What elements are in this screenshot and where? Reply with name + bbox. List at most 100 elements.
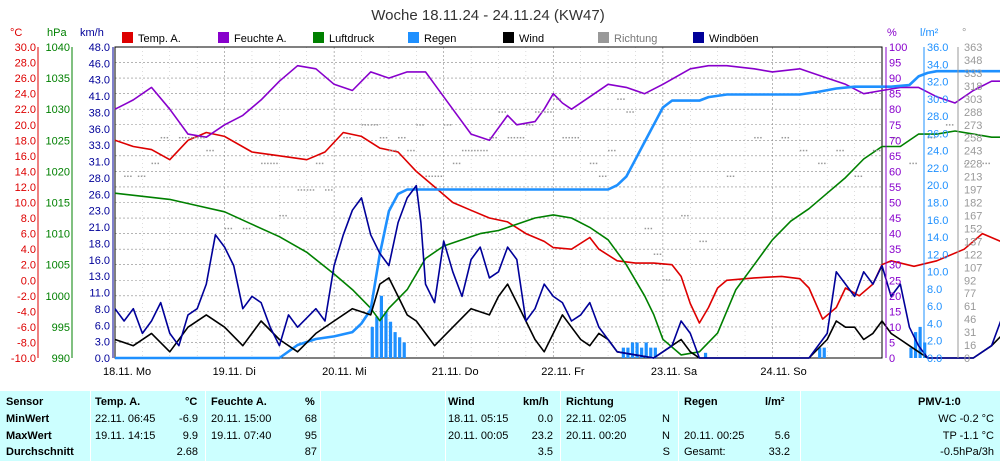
direction-point: [538, 111, 540, 113]
direction-point: [589, 162, 592, 165]
pressure-tick-label: 1015: [46, 198, 70, 210]
direction-point: [160, 136, 163, 139]
temp-tick-label: 30.0: [15, 42, 36, 54]
weather-chart: Woche 18.11.24 - 24.11.24 (KW47) °C hPa …: [10, 7, 1000, 378]
direction-point: [571, 136, 574, 139]
stats-max-hum-val: 95: [304, 430, 317, 442]
direction-tick-label: 61: [964, 301, 976, 313]
direction-point: [617, 98, 619, 100]
rain-tick-label: 14.0: [927, 232, 948, 244]
direction-point: [519, 136, 522, 139]
direction-tick-label: 46: [964, 314, 976, 326]
direction-point: [467, 149, 470, 152]
direction-point: [127, 175, 129, 178]
direction-point: [601, 175, 604, 178]
direction-point: [598, 175, 601, 178]
axes: 30.0 28.0 26.0 24.0 22.0 20.0 18.0 16.0 14.0 12.0…: [11, 42, 982, 365]
direction-tick-label: 243: [964, 146, 982, 158]
direction-point: [492, 136, 494, 139]
direction-point: [912, 162, 914, 165]
direction-point: [181, 136, 184, 139]
stats-avg-label: Durchschnitt: [6, 446, 74, 458]
direction-point: [477, 149, 479, 152]
direction-point: [802, 149, 805, 152]
direction-point: [282, 214, 284, 217]
direction-point: [933, 136, 936, 139]
direction-point: [285, 214, 287, 217]
humidity-tick-label: 10: [889, 322, 901, 334]
wind-tick-label: 28.0: [89, 173, 110, 185]
direction-point: [370, 124, 373, 126]
rain-bar: [393, 332, 397, 358]
direction-point: [604, 175, 607, 178]
direction-point: [909, 162, 911, 165]
pressure-tick-label: 1025: [46, 135, 70, 147]
humidity-tick-label: 100: [889, 42, 907, 54]
direction-point: [699, 240, 701, 243]
direction-point: [416, 124, 418, 126]
direction-point: [197, 136, 199, 139]
direction-point: [382, 136, 385, 139]
wind-tick-label: 0.0: [95, 353, 110, 365]
stats-dir-header: Richtung: [566, 396, 614, 408]
direction-point: [124, 175, 126, 178]
direction-point: [446, 124, 449, 126]
pressure-tick-label: 1000: [46, 291, 70, 303]
temp-tick-label: 2.0: [21, 260, 36, 272]
direction-point: [248, 227, 251, 230]
stats-max-dir-time: 20.11. 00:20: [566, 430, 627, 442]
direction-point: [407, 149, 409, 152]
pressure-tick-label: 1035: [46, 73, 70, 85]
direction-tick-label: 213: [964, 172, 982, 184]
chart-title: Woche 18.11.24 - 24.11.24 (KW47): [371, 7, 604, 24]
direction-point: [273, 162, 275, 165]
wind-tick-label: 21.0: [89, 222, 110, 234]
direction-point: [398, 136, 400, 139]
direction-point: [964, 162, 966, 165]
legend-label: Feuchte A.: [234, 33, 287, 45]
direction-point: [191, 136, 193, 139]
direction-point: [422, 124, 424, 126]
direction-point: [757, 136, 759, 139]
direction-tick-label: 303: [964, 94, 982, 106]
direction-point: [495, 136, 497, 139]
direction-tick-label: 333: [964, 68, 982, 80]
stats-min-hum-val: 68: [304, 413, 317, 425]
direction-tick-label: 258: [964, 133, 982, 145]
direction-point: [988, 162, 990, 165]
direction-point: [535, 111, 537, 113]
direction-point: [665, 279, 668, 281]
direction-point: [230, 227, 233, 230]
stats-min-pmv: WC -0.2 °C: [938, 413, 994, 425]
wind-tick-label: 46.0: [89, 58, 110, 70]
direction-point: [325, 189, 327, 191]
direction-point: [507, 136, 510, 139]
rain-unit: l/m²: [920, 27, 939, 39]
direction-point: [732, 175, 735, 178]
rain-bar: [630, 342, 635, 358]
direction-point: [157, 162, 160, 165]
direction-point: [662, 279, 665, 281]
temp-tick-label: -4.0: [17, 306, 36, 318]
direction-point: [553, 98, 555, 100]
direction-point: [541, 111, 543, 113]
direction-point: [331, 189, 333, 191]
direction-point: [729, 175, 732, 178]
direction-point: [212, 149, 214, 152]
series-regen: [115, 69, 1000, 360]
humidity-tick-label: 60: [889, 166, 901, 178]
direction-point: [647, 227, 650, 230]
direction-tick-label: 152: [964, 223, 982, 235]
stats-min-dir-time: 22.11. 02:05: [566, 413, 627, 425]
temp-tick-label: 8.0: [21, 213, 36, 225]
rain-tick-label: 28.0: [927, 111, 948, 123]
direction-point: [656, 253, 659, 255]
rain-tick-label: 36.0: [927, 42, 948, 54]
direction-point: [474, 149, 476, 152]
humidity-tick-label: 30: [889, 260, 901, 272]
rain-tick-label: 10.0: [927, 267, 948, 279]
direction-point: [945, 124, 948, 126]
direction-point: [489, 136, 491, 139]
direction-point: [629, 111, 631, 113]
rain-tick-label: 22.0: [927, 163, 948, 175]
